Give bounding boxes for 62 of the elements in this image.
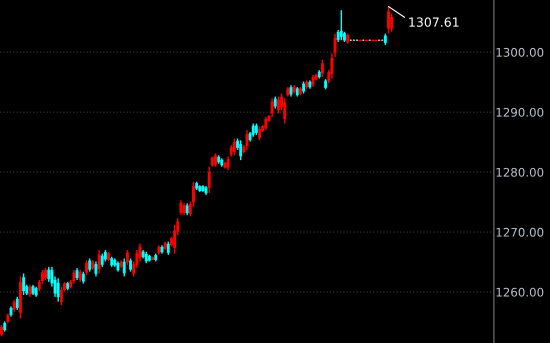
candlestick	[179, 200, 182, 216]
candlestick	[258, 126, 261, 142]
candlestick	[214, 152, 217, 168]
candlestick	[72, 269, 76, 284]
candlestick	[302, 80, 306, 94]
candlestick	[186, 202, 189, 216]
candlestick	[210, 156, 214, 168]
candlestick	[12, 299, 16, 313]
candlestick	[246, 129, 248, 151]
candlestick	[340, 10, 343, 41]
candlestick	[274, 96, 277, 110]
candlestick	[107, 251, 110, 262]
candlestick	[78, 269, 82, 283]
candlestick	[110, 256, 114, 268]
candlestick	[116, 260, 120, 272]
candlestick	[182, 202, 186, 216]
y-tick-label: 1270.00	[496, 228, 544, 237]
y-tick-label: 1260.00	[496, 288, 544, 297]
candlestick	[34, 286, 38, 298]
candlestick	[94, 260, 98, 278]
candlestick	[330, 52, 334, 80]
candlestick	[91, 260, 94, 271]
candlestick	[384, 32, 387, 46]
candlestick	[226, 156, 230, 171]
candlestick	[100, 252, 104, 268]
candlestick	[88, 258, 92, 272]
candlestick	[44, 267, 48, 281]
candlestick	[10, 306, 12, 318]
candlestick	[6, 312, 10, 324]
candlestick	[254, 122, 258, 136]
candlestick	[334, 32, 336, 58]
candlestick	[28, 284, 32, 298]
candlestick	[126, 249, 129, 266]
candlestick	[129, 258, 132, 272]
candlestick	[390, 13, 394, 32]
candlestick	[286, 86, 290, 98]
candlestick	[60, 286, 63, 306]
candlestick	[276, 96, 280, 114]
candlestick	[232, 138, 236, 156]
candlestick	[346, 32, 350, 44]
candlestick	[22, 272, 26, 296]
annotation: 1307.61	[409, 17, 458, 27]
y-tick-label: 1280.00	[496, 168, 544, 177]
candlestick	[82, 270, 85, 284]
candlestick	[312, 74, 314, 88]
candlestick	[76, 267, 79, 281]
candlestick	[16, 296, 19, 311]
candlestick	[239, 140, 242, 161]
candlestick	[85, 260, 88, 276]
candlestick	[166, 240, 170, 256]
candlestick	[264, 116, 268, 131]
candlestick	[157, 244, 160, 256]
y-tick-label: 1300.00	[496, 48, 544, 57]
candlestick	[270, 98, 274, 118]
candlestick	[321, 59, 324, 78]
candlestick	[387, 6, 390, 34]
y-tick-label: 1290.00	[496, 108, 544, 117]
candlestick	[98, 249, 101, 274]
candlestick	[0, 324, 4, 338]
candlestick	[324, 78, 328, 90]
candlestick	[32, 284, 34, 296]
candlestick	[290, 84, 292, 98]
